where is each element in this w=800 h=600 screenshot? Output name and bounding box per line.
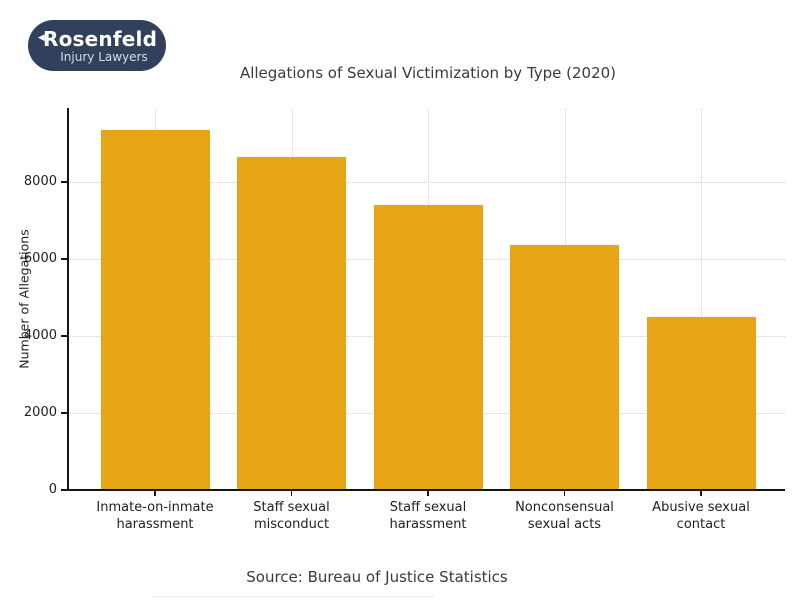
gridline-vertical: [701, 108, 702, 489]
x-tick-label: Staff sexual misconduct: [253, 500, 330, 532]
logo-text-primary: ◀Rosenfeld: [37, 29, 157, 49]
y-axis-spine: [67, 108, 69, 491]
x-tick-mark: [290, 491, 293, 496]
y-tick-mark: [61, 335, 67, 337]
chart-title: Allegations of Sexual Victimization by T…: [239, 64, 617, 82]
y-tick-label: 8000: [23, 173, 57, 189]
gridline-horizontal: [68, 181, 785, 183]
logo-name: Rosenfeld: [43, 26, 158, 51]
x-tick-mark: [427, 491, 429, 496]
bar: [373, 205, 483, 490]
bar: [510, 245, 619, 490]
left-arrow-icon: ◀: [37, 32, 46, 43]
y-tick-mark: [61, 181, 67, 183]
y-tick-label: 2000: [23, 404, 57, 420]
y-tick-mark: [61, 412, 67, 414]
y-tick-label: 4000: [23, 327, 57, 343]
y-tick-label: 0: [48, 482, 57, 497]
bar: [100, 129, 210, 490]
logo-text-secondary: Injury Lawyers: [60, 49, 148, 64]
x-tick-label: Abusive sexual contact: [652, 500, 750, 532]
x-tick-mark: [563, 491, 566, 496]
plot-area: Inmate-on-inmate harassment Staff sexual …: [24, 108, 785, 532]
y-tick-mark: [61, 489, 67, 491]
bar: [646, 317, 756, 490]
x-tick-label: Inmate-on-inmate harassment: [96, 500, 214, 532]
x-tick-label: Staff sexual harassment: [389, 500, 467, 532]
x-tick-label: Nonconsensual sexual acts: [515, 500, 614, 532]
y-tick-label: 6000: [23, 250, 57, 266]
x-tick-mark: [154, 491, 156, 496]
x-tick-mark: [700, 491, 702, 496]
x-axis-spine: [67, 489, 785, 491]
source-text: Source: Bureau of Justice Statistics: [246, 568, 508, 586]
bar: [237, 156, 346, 490]
cropped-dotted-line: [153, 596, 433, 597]
y-tick-mark: [61, 258, 67, 260]
logo: ◀Rosenfeld Injury Lawyers: [28, 20, 166, 71]
